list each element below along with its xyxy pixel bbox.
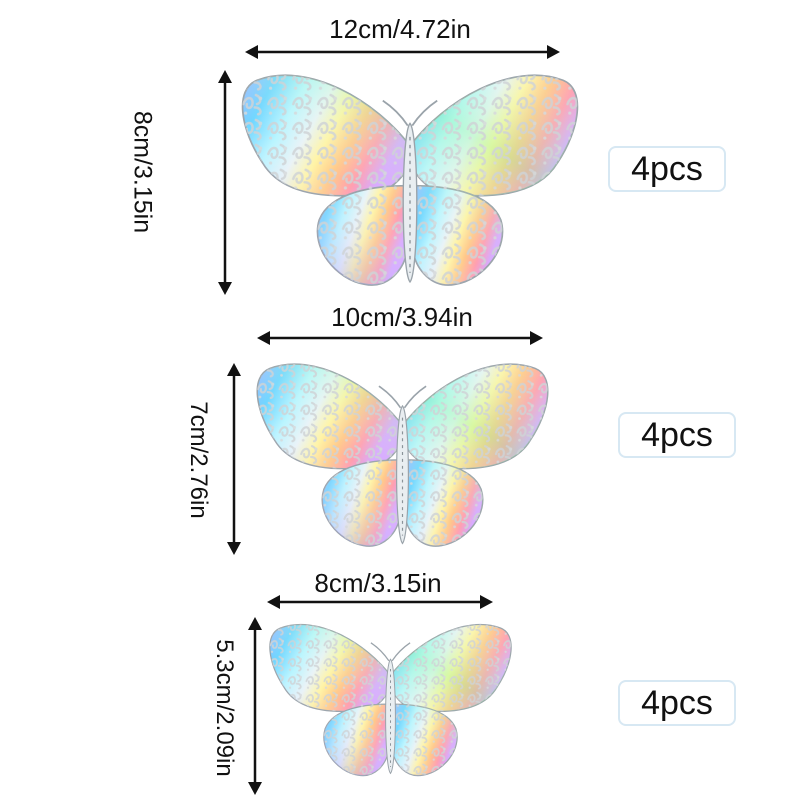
butterfly-small-image [269, 623, 512, 777]
quantity-badge: 4pcs [618, 412, 736, 458]
width-label: 10cm/3.94in [331, 302, 473, 332]
dimension-arrows [248, 595, 493, 795]
width-label: 8cm/3.15in [314, 568, 442, 598]
height-label: 8cm/3.15in [128, 110, 157, 234]
dimension-arrows [218, 45, 560, 295]
product-row-small: 8cm/3.15in 5.3cm/2.09in 4pcs [0, 560, 800, 800]
product-row-large: 12cm/4.72in 8cm/3.15in 4pcs [0, 0, 800, 300]
width-label: 12cm/4.72in [329, 14, 471, 44]
dimension-arrows [227, 331, 543, 555]
height-label: 5.3cm/2.09in [211, 639, 238, 777]
butterfly-medium-image [256, 363, 549, 547]
product-row-medium: 10cm/3.94in 7cm/2.76in 4pcs [0, 300, 800, 570]
height-label: 7cm/2.76in [185, 401, 212, 519]
quantity-badge: 4pcs [608, 146, 726, 192]
quantity-badge: 4pcs [618, 680, 736, 726]
butterfly-large-image [241, 74, 579, 286]
